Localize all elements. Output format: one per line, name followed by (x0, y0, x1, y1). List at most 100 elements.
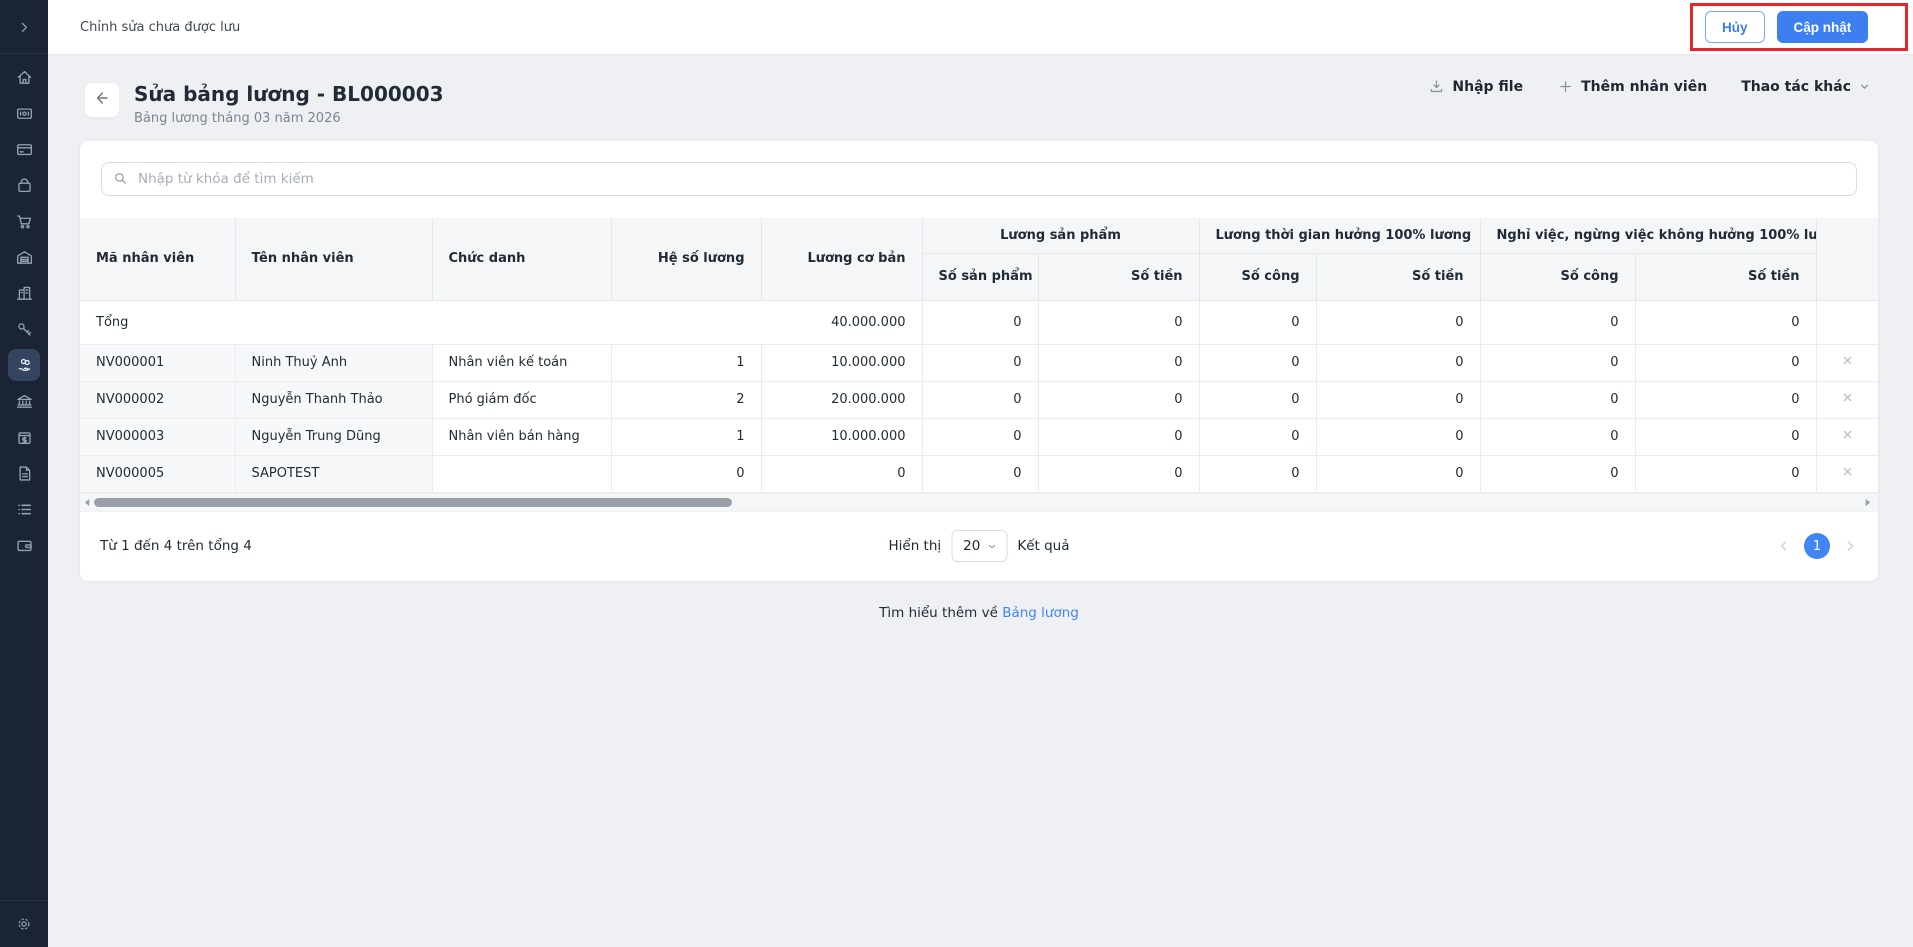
col-group-time-salary: Lương thời gian hưởng 100% lương (1198, 218, 1481, 254)
scrollbar-thumb[interactable] (94, 497, 732, 507)
cell-base-salary[interactable]: 10.000.000 (760, 417, 923, 456)
key-icon (8, 313, 40, 345)
sidebar-item-products[interactable] (0, 167, 48, 203)
chevron-right-icon (16, 19, 32, 35)
delete-row-button[interactable] (1815, 343, 1879, 382)
cell-job-title: Nhân viên bán hàng (431, 417, 612, 456)
cell-value-4[interactable]: 0 (1479, 417, 1636, 456)
sidebar-item-reports[interactable] (0, 491, 48, 527)
cell-value-0[interactable]: 0 (921, 380, 1039, 419)
col-salary-coefficient: Hệ số lương (610, 218, 762, 301)
horizontal-scrollbar[interactable] (80, 492, 1878, 511)
total-row: Tổng 40.000.000 0 0 0 0 0 0 (80, 299, 1879, 345)
sidebar-menu (0, 59, 48, 563)
cell-value-2[interactable]: 0 (1198, 380, 1317, 419)
cell-value-3[interactable]: 0 (1315, 343, 1481, 382)
document-icon (8, 457, 40, 489)
cell-value-5[interactable]: 0 (1634, 343, 1817, 382)
delete-row-button[interactable] (1815, 417, 1879, 456)
scroll-right-arrow-icon[interactable] (1863, 497, 1873, 509)
update-button[interactable]: Cập nhật (1776, 11, 1869, 43)
cell-value-3[interactable]: 0 (1315, 417, 1481, 456)
total-value-2: 0 (1198, 299, 1317, 345)
col-time-workdays: Số công (1198, 252, 1317, 301)
next-page-icon[interactable] (1842, 538, 1858, 554)
close-icon (1841, 356, 1854, 371)
cell-value-4[interactable]: 0 (1479, 454, 1636, 493)
search-input[interactable] (101, 162, 1857, 196)
range-text: Từ 1 đến 4 trên tổng 4 (100, 538, 252, 554)
sidebar-item-cashbook[interactable] (0, 419, 48, 455)
cell-value-2[interactable]: 0 (1198, 417, 1317, 456)
cell-job-title (431, 454, 612, 493)
cell-value-2[interactable]: 0 (1198, 454, 1317, 493)
cell-value-0[interactable]: 0 (921, 454, 1039, 493)
sidebar-item-finance[interactable] (0, 383, 48, 419)
back-button[interactable] (84, 82, 120, 118)
cell-value-4[interactable]: 0 (1479, 343, 1636, 382)
learn-more: Tìm hiểu thêm về Bảng lương (879, 605, 1079, 621)
search-section (80, 141, 1878, 218)
cell-value-1[interactable]: 0 (1037, 454, 1200, 493)
building-icon (8, 277, 40, 309)
cell-salary-coefficient[interactable]: 0 (610, 454, 762, 493)
cell-value-5[interactable]: 0 (1634, 454, 1817, 493)
download-icon (1428, 78, 1445, 95)
sidebar-item-inventory[interactable] (0, 239, 48, 275)
sidebar-item-purchase[interactable] (0, 203, 48, 239)
page-size-select[interactable]: 20 (951, 530, 1008, 562)
sidebar-expand-button[interactable] (0, 0, 48, 54)
sidebar-item-payroll[interactable] (0, 347, 48, 383)
payroll-card: Mã nhân viên Tên nhân viên Chức danh Hệ … (80, 141, 1879, 581)
cell-employee-name: Nguyễn Thanh Thảo (234, 380, 433, 419)
annotation-highlight-box: Hủy Cập nhật (1690, 3, 1908, 51)
col-leave-amount: Số tiền (1634, 252, 1817, 301)
cell-salary-coefficient[interactable]: 1 (610, 417, 762, 456)
cell-employee-name: Ninh Thuỷ Anh (234, 343, 433, 382)
sidebar-item-orders[interactable] (0, 131, 48, 167)
cell-base-salary[interactable]: 10.000.000 (760, 343, 923, 382)
cell-salary-coefficient[interactable]: 1 (610, 343, 762, 382)
cell-base-salary[interactable]: 0 (760, 454, 923, 493)
payroll-icon (8, 349, 40, 381)
cell-value-0[interactable]: 0 (921, 343, 1039, 382)
close-icon (1841, 393, 1854, 408)
cell-value-4[interactable]: 0 (1479, 380, 1636, 419)
sidebar-item-company[interactable] (0, 275, 48, 311)
cell-base-salary[interactable]: 20.000.000 (760, 380, 923, 419)
sidebar-item-promotion[interactable] (0, 311, 48, 347)
sidebar-item-documents[interactable] (0, 455, 48, 491)
payroll-help-link[interactable]: Bảng lương (1002, 605, 1079, 621)
total-value-0: 0 (921, 299, 1039, 345)
col-job-title: Chức danh (431, 218, 612, 301)
import-file-button[interactable]: Nhập file (1428, 78, 1523, 95)
cell-value-5[interactable]: 0 (1634, 380, 1817, 419)
employee-row-NV000001: NV000001 Ninh Thuỷ Anh Nhân viên kế toán 1 1… (80, 343, 1879, 382)
delete-row-button[interactable] (1815, 454, 1879, 493)
previous-page-icon[interactable] (1776, 538, 1792, 554)
page-number-button[interactable]: 1 (1804, 533, 1830, 559)
cell-value-5[interactable]: 0 (1634, 417, 1817, 456)
add-employee-button[interactable]: Thêm nhân viên (1557, 78, 1707, 95)
cell-value-1[interactable]: 0 (1037, 380, 1200, 419)
scroll-left-arrow-icon[interactable] (83, 497, 93, 509)
sidebar-item-home[interactable] (0, 59, 48, 95)
cell-salary-coefficient[interactable]: 2 (610, 380, 762, 419)
home-icon (8, 61, 40, 93)
close-icon (1841, 430, 1854, 445)
sidebar-item-settings[interactable] (0, 900, 48, 947)
cell-value-2[interactable]: 0 (1198, 343, 1317, 382)
delete-row-button[interactable] (1815, 380, 1879, 419)
cell-value-1[interactable]: 0 (1037, 343, 1200, 382)
search-icon (112, 170, 129, 191)
cell-value-0[interactable]: 0 (921, 417, 1039, 456)
header-actions: Nhập file Thêm nhân viên Thao tác khác (1428, 78, 1871, 95)
cancel-button[interactable]: Hủy (1705, 11, 1765, 43)
more-actions-button[interactable]: Thao tác khác (1741, 79, 1871, 95)
sidebar-item-wallet[interactable] (0, 527, 48, 563)
sidebar-item-pos[interactable] (0, 95, 48, 131)
results-label: Kết quả (1017, 538, 1070, 554)
cell-value-3[interactable]: 0 (1315, 380, 1481, 419)
cell-value-3[interactable]: 0 (1315, 454, 1481, 493)
cell-value-1[interactable]: 0 (1037, 417, 1200, 456)
